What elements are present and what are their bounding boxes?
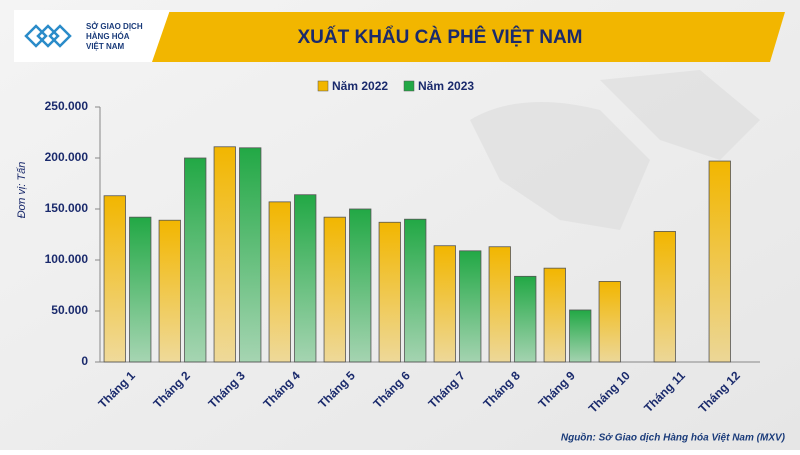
map-shape [600,70,760,160]
bar [239,147,262,363]
bar [213,146,236,363]
chart-title: XUẤT KHẨU CÀ PHÊ VIỆT NAM [297,26,582,48]
legend-swatch [403,80,415,92]
logo-text: SỞ GIAO DỊCH [86,22,143,31]
y-tick-label: 100.000 [45,252,89,266]
legend-label: Năm 2022 [332,79,388,93]
y-tick-label: 0 [81,354,88,368]
bar [158,219,181,363]
legend-label: Năm 2023 [418,79,474,93]
legend-swatch [317,80,329,92]
bar [378,221,401,363]
y-tick-label: 150.000 [45,201,89,215]
bar [103,195,126,363]
bar [543,267,566,363]
bar [349,208,372,363]
bar [488,246,511,363]
y-tick-label: 250.000 [45,99,89,113]
y-tick-label: 50.000 [51,303,88,317]
bar [514,275,537,363]
y-axis-label: Đơn vị: Tấn [16,162,28,219]
logo-text: HÀNG HÓA [86,32,130,41]
bar [433,245,456,363]
bar [459,250,482,363]
bar [598,281,621,363]
logo-text: VIỆT NAM [86,42,125,51]
logo-mark [24,24,72,48]
bar [569,309,592,363]
bar [708,160,731,363]
map-shape [470,102,650,230]
source: Nguồn: Sở Giao dịch Hàng hóa Việt Nam (M… [561,432,786,444]
bar [129,216,152,363]
bar [653,231,676,363]
bar [184,157,207,363]
y-tick-label: 200.000 [45,150,89,164]
bar [404,218,427,363]
logo-box [14,10,170,62]
bar [323,216,346,363]
bar [294,194,317,363]
bar [268,201,291,363]
title-banner [135,12,785,62]
